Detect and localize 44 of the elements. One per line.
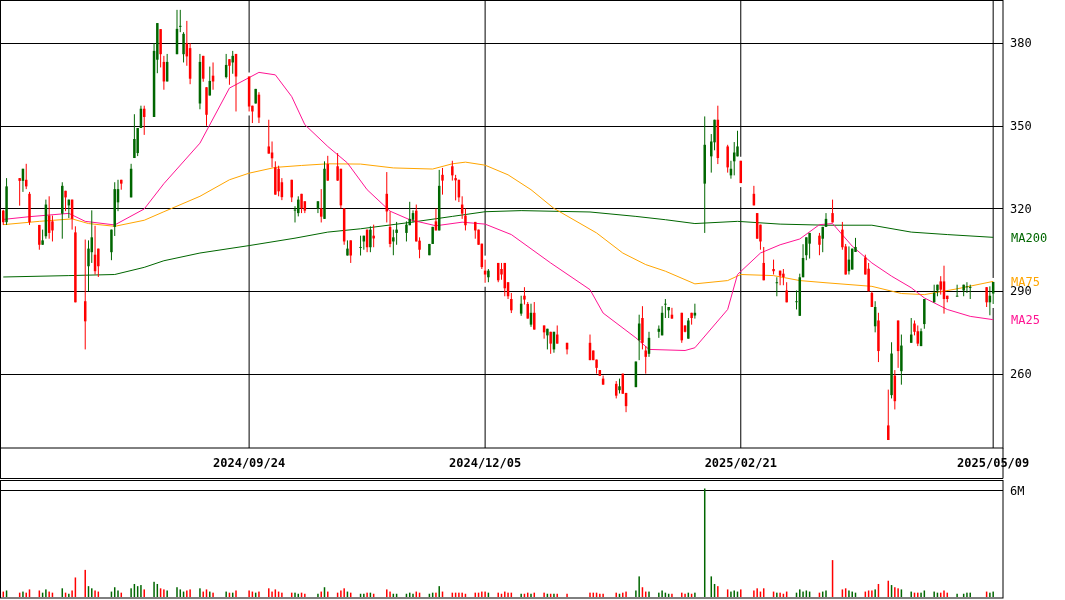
series-label: MA200 [1011, 230, 1048, 245]
y-tick-label: 380 [1010, 36, 1032, 51]
y-tick-label: 260 [1010, 366, 1032, 381]
candlestick [359, 235, 362, 257]
line-series [2, 161, 994, 296]
candlestick [762, 246, 765, 281]
y-tick-label: 320 [1010, 201, 1032, 216]
series-label: MA25 [1011, 312, 1040, 327]
text: 6M [1010, 483, 1025, 498]
y-tick-label: 290 [1010, 284, 1032, 299]
candlestick [644, 345, 647, 375]
candlestick [277, 165, 280, 197]
candlestick [228, 58, 231, 86]
candlestick [18, 177, 21, 207]
candlestick [775, 276, 779, 297]
candlestick [179, 9, 182, 33]
candlestick [533, 301, 536, 331]
candlestick [51, 215, 54, 242]
candlestick [818, 232, 821, 256]
x-tick-label: 2024/12/05 [448, 456, 522, 470]
candlestick [451, 160, 454, 182]
candlestick [405, 220, 408, 242]
candlestick [821, 226, 824, 253]
candlestick [38, 224, 41, 251]
candlestick [955, 284, 959, 297]
candlestick [808, 232, 811, 260]
candlestick [133, 113, 136, 159]
candlestick [231, 50, 234, 75]
candlestick [182, 31, 185, 63]
candlestick [939, 275, 942, 296]
candlestick [441, 167, 444, 196]
candlestick [369, 225, 372, 253]
x-tick-label: 2025/02/21 [704, 456, 777, 470]
candlestick [349, 239, 352, 264]
candlestick [687, 317, 690, 340]
candlestick [726, 144, 729, 174]
candlestick [985, 286, 988, 308]
x-tick-label: 2024/09/24 [212, 456, 286, 470]
x-tick-label: 2025/05/09 [957, 456, 1030, 470]
candlestick [510, 292, 513, 314]
candlestick [805, 236, 808, 261]
candlestick [887, 389, 890, 441]
candlestick [664, 298, 667, 319]
y-tick-label: 350 [1010, 119, 1032, 133]
